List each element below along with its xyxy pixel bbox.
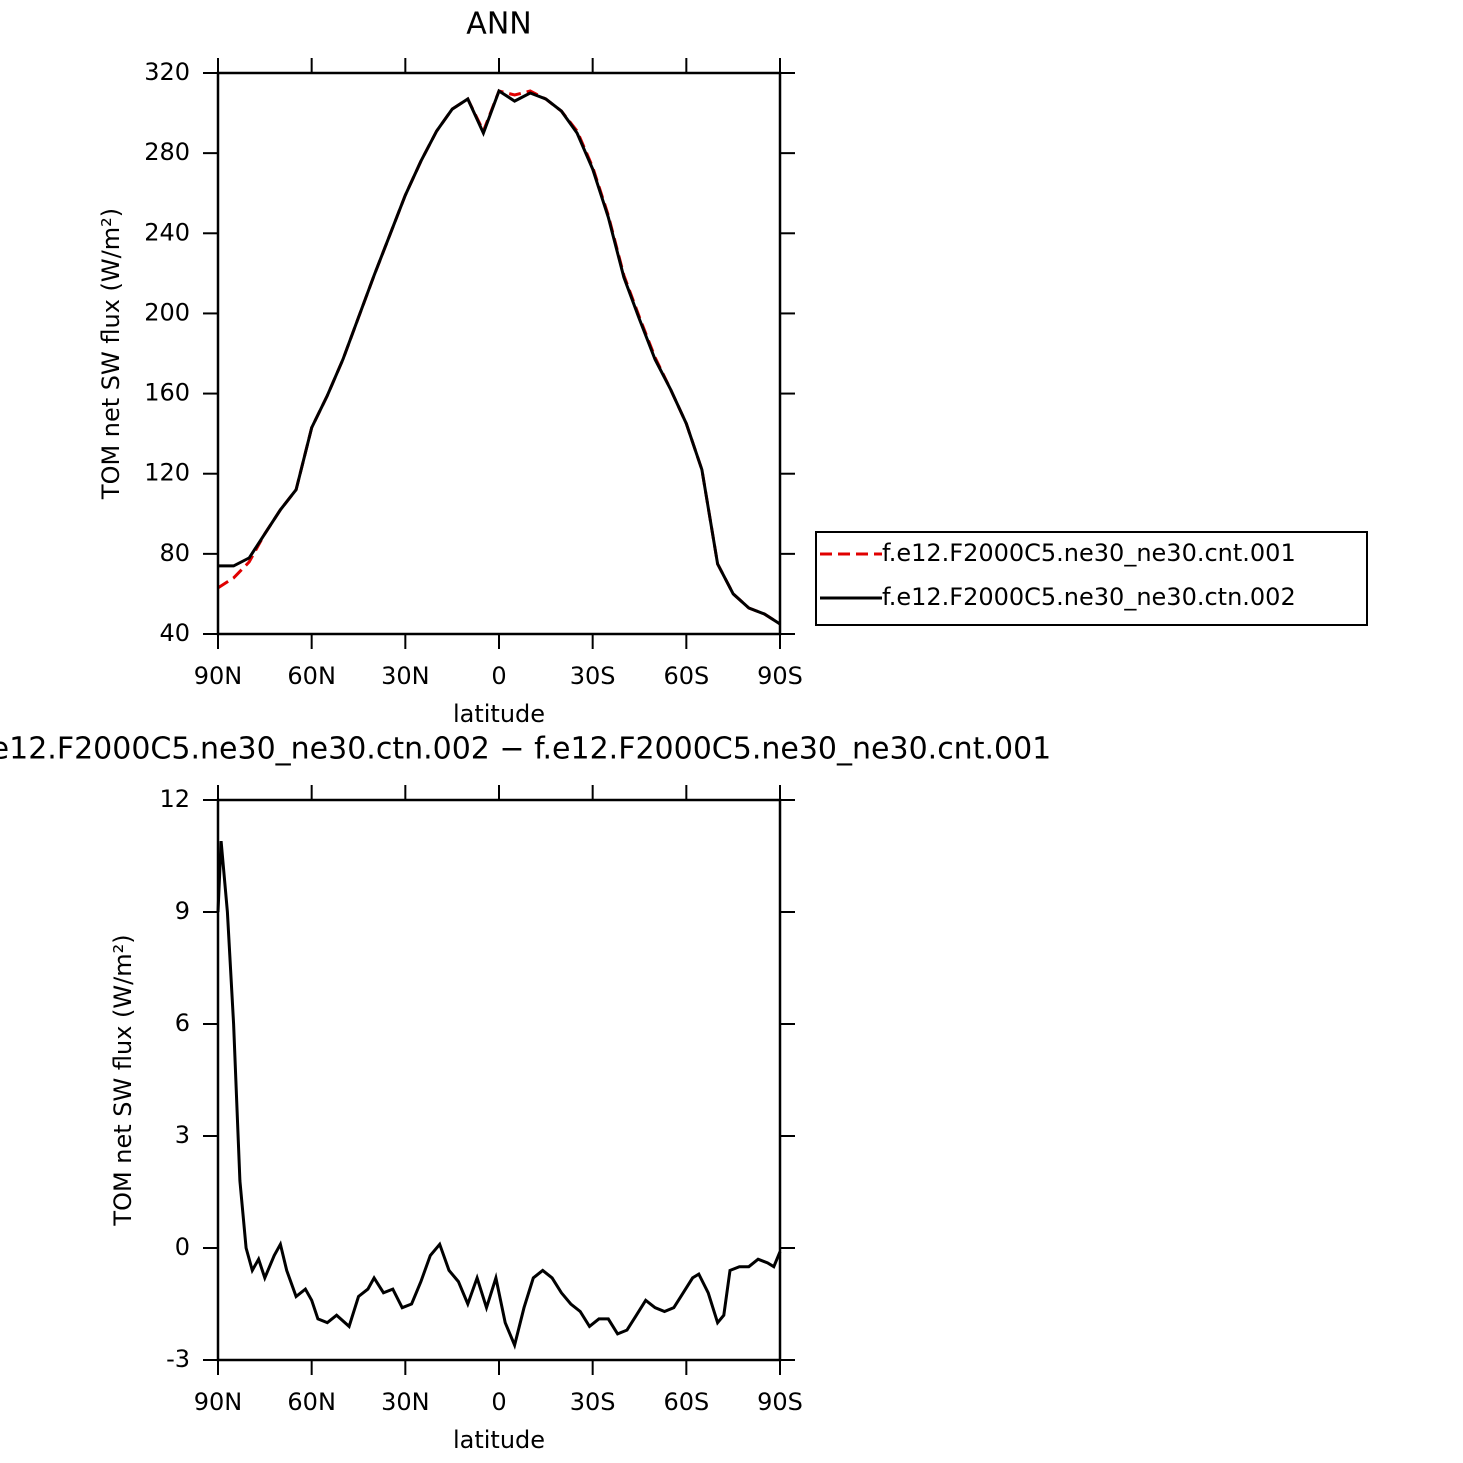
- y-tick-label: 12: [159, 785, 190, 813]
- x-tick-label: 60N: [287, 1388, 336, 1416]
- x-axis-label: latitude: [453, 1426, 545, 1454]
- y-axis-label: TOM net SW flux (W/m²): [109, 934, 137, 1226]
- data-line: [217, 89, 781, 626]
- y-tick-label: 40: [159, 619, 190, 647]
- y-axis-label: TOM net SW flux (W/m²): [97, 208, 125, 500]
- data-line: [216, 840, 782, 1350]
- y-tick-label: 120: [144, 459, 190, 487]
- plot-frame: [216, 71, 782, 636]
- data-line: [218, 88, 781, 626]
- y-tick-label: 240: [144, 218, 190, 246]
- y-tick-label: 160: [144, 379, 190, 407]
- x-tick-label: 30N: [381, 662, 430, 690]
- x-tick-label: 60S: [663, 662, 709, 690]
- y-tick-label: 80: [159, 539, 190, 567]
- y-tick-label: 0: [175, 1233, 190, 1261]
- legend-box: [815, 531, 1368, 626]
- x-tick-label: 90S: [757, 662, 803, 690]
- y-tick-label: 6: [175, 1009, 190, 1037]
- y-tick-label: -3: [166, 1345, 190, 1373]
- x-tick-label: 30N: [381, 1388, 430, 1416]
- chart-title: f.e12.F2000C5.ne30_ne30.ctn.002 − f.e12.…: [0, 732, 1051, 767]
- chart-title: ANN: [466, 7, 531, 42]
- plot-frame: [216, 798, 782, 1362]
- y-tick-label: 3: [175, 1121, 190, 1149]
- x-tick-label: 60N: [287, 662, 336, 690]
- y-tick-label: 320: [144, 58, 190, 86]
- y-tick-label: 200: [144, 298, 190, 326]
- legend-label: f.e12.F2000C5.ne30_ne30.ctn.002: [882, 583, 1296, 611]
- x-tick-label: 60S: [663, 1388, 709, 1416]
- x-tick-label: 0: [491, 662, 506, 690]
- y-tick-label: 9: [175, 897, 190, 925]
- x-tick-label: 90N: [194, 1388, 243, 1416]
- x-tick-label: 90N: [194, 662, 243, 690]
- x-axis-label: latitude: [453, 700, 545, 728]
- x-tick-label: 30S: [570, 1388, 616, 1416]
- y-tick-label: 280: [144, 138, 190, 166]
- legend-label: f.e12.F2000C5.ne30_ne30.cnt.001: [882, 539, 1296, 567]
- x-tick-label: 0: [491, 1388, 506, 1416]
- x-tick-label: 30S: [570, 662, 616, 690]
- x-tick-label: 90S: [757, 1388, 803, 1416]
